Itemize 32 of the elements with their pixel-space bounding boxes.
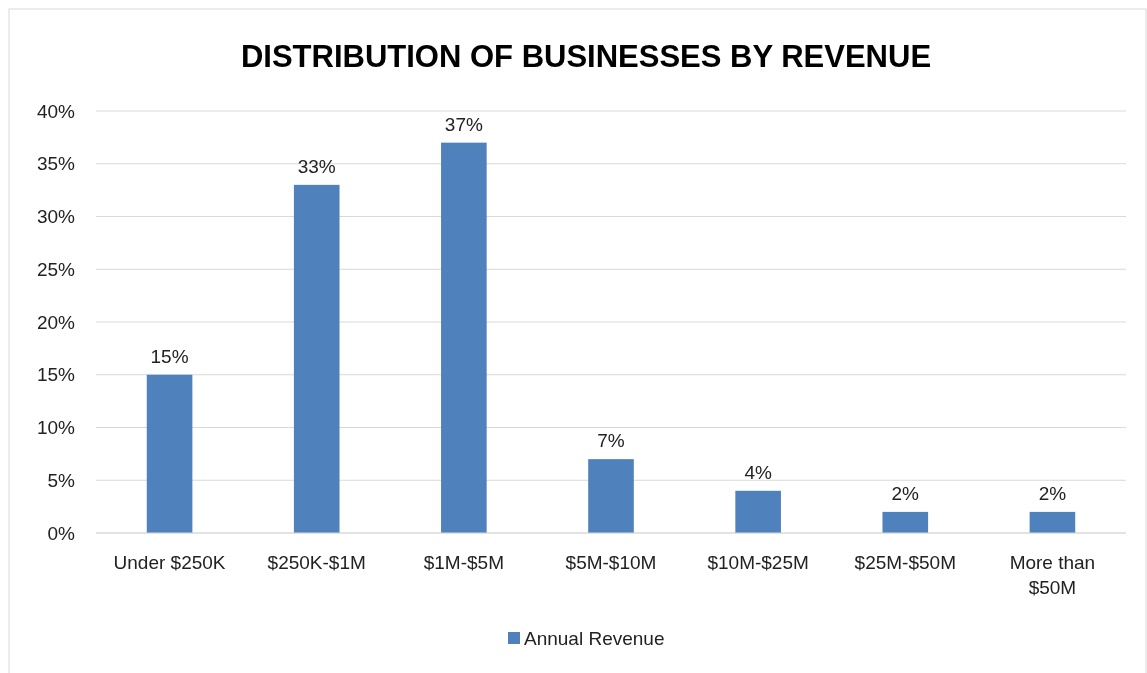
x-tick-label: More than $50M [1009,552,1096,598]
y-tick-label: 40% [36,100,76,122]
data-label: 15% [150,345,189,367]
x-tick-label: $10M-$25M [707,552,809,573]
bar [588,459,634,533]
x-tick-label: Under $250K [113,552,226,573]
x-tick-label: $25M-$50M [854,552,956,573]
x-tick-label: $250K-$1M [267,552,366,573]
y-tick-label: 35% [36,153,76,175]
y-tick-label: 5% [47,469,76,491]
data-label: 2% [891,482,920,504]
data-label: 33% [297,155,336,177]
bar [735,490,781,533]
bar [146,374,193,533]
y-tick-label: 30% [36,206,76,228]
y-tick-label: 0% [47,522,76,544]
data-label: 37% [444,113,483,135]
y-tick-label: 20% [36,311,76,333]
bar [1029,511,1076,533]
chart-title: DISTRIBUTION OF BUSINESSES BY REVENUE [240,39,932,74]
x-tick-label: $5M-$10M [565,552,657,573]
y-tick-label: 10% [36,417,76,439]
data-label: 4% [744,461,772,483]
data-label: 2% [1038,482,1067,504]
bar [441,142,487,533]
bar [882,511,929,533]
legend-label: Annual Revenue [524,627,665,649]
data-label: 7% [597,430,625,452]
y-tick-label: 25% [36,258,76,280]
y-tick-label: 15% [36,364,76,386]
bar [293,184,340,533]
x-tick-label: $1M-$5M [423,552,504,573]
